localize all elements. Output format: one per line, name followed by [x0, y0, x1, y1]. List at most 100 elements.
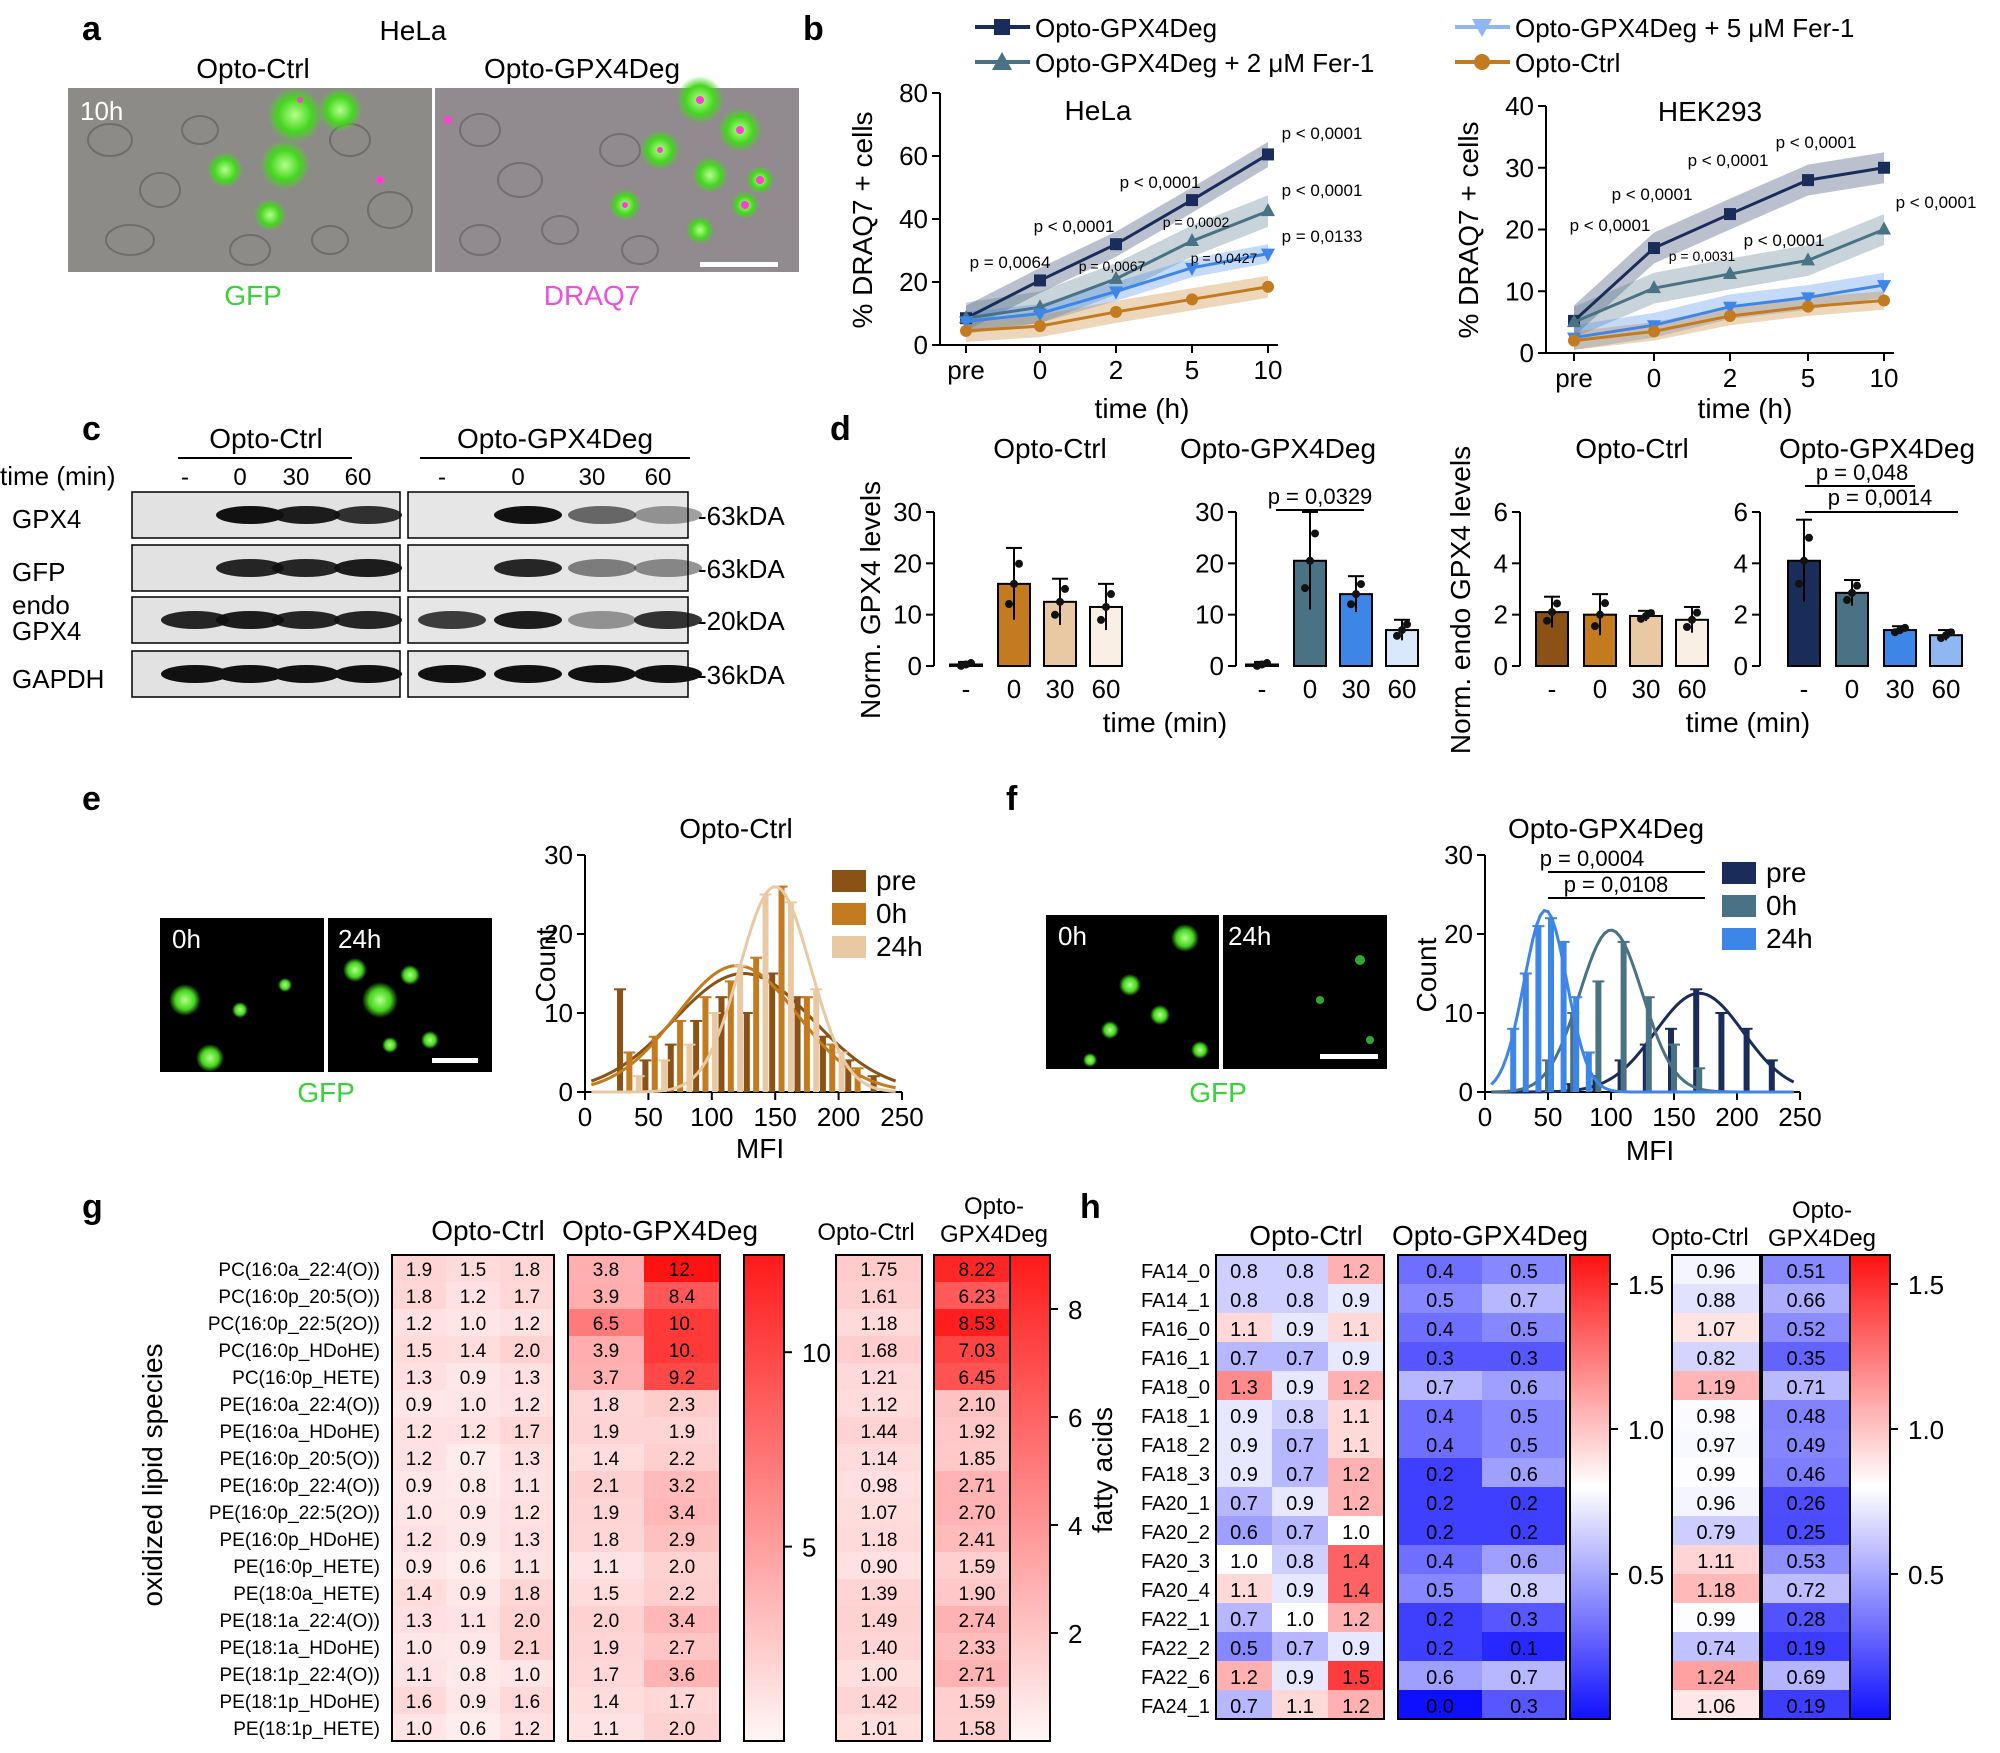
heat-cell — [1672, 1284, 1760, 1313]
legend-item-ctrl: Opto-Ctrl — [1455, 48, 1620, 78]
y-tick-label: 0 — [914, 330, 928, 360]
p-value: p = 0,0031 — [1669, 248, 1736, 264]
cell-value: 1.0 — [1230, 1551, 1258, 1573]
bar-chart-d4: 0 2 4 6 - 0 30 60 — [1734, 497, 1963, 704]
heat-cell — [836, 1336, 922, 1363]
gfp-cells — [1083, 924, 1374, 1067]
data-point — [1261, 248, 1275, 262]
hist-bar — [711, 1013, 718, 1092]
heat-cell — [446, 1606, 500, 1633]
hist-bar — [1535, 926, 1542, 1092]
y-tick-label: 0 — [1494, 651, 1508, 681]
lane-label: 60 — [645, 464, 672, 491]
scale-bar — [1320, 1054, 1378, 1059]
scale-tick-label: 2 — [1068, 1619, 1082, 1649]
cell-value: 8.4 — [669, 1287, 696, 1308]
blot-band — [634, 611, 702, 629]
cell-value: 0.5 — [1426, 1580, 1454, 1602]
g-ctrl2-title: Opto-Ctrl — [817, 1219, 914, 1246]
replicate-dot — [1398, 626, 1406, 635]
heat-cell — [644, 1525, 720, 1552]
cell-value: 1.1 — [406, 1665, 432, 1686]
heat-cell — [934, 1390, 1020, 1417]
cell-value: 0.2 — [1426, 1609, 1454, 1631]
cell-value: 1.3 — [406, 1611, 432, 1632]
cell-value: 1.19 — [1697, 1377, 1736, 1399]
band-size-label: -63kDA — [698, 501, 785, 531]
heat-cell — [1398, 1429, 1482, 1458]
cell-value: 0.5 — [1510, 1319, 1538, 1341]
heat-cell — [1672, 1458, 1760, 1487]
cell-value: 0.1 — [1510, 1638, 1538, 1660]
cell-value: 1.1 — [593, 1719, 619, 1740]
p-value: p < 0,0001 — [1034, 217, 1115, 236]
row-label: PE(18:1a_22:4(O)) — [219, 1611, 380, 1632]
x-tick-label: 0 — [1647, 363, 1661, 393]
legend-swatch — [1722, 928, 1756, 950]
replicate-dot — [1805, 533, 1813, 542]
heat-cell — [1672, 1400, 1760, 1429]
cell-value: 1.40 — [861, 1638, 898, 1659]
data-point — [1261, 203, 1275, 217]
d-xlabel-1: time (min) — [1103, 707, 1227, 738]
heat-cell — [644, 1633, 720, 1660]
deg-image-title: Opto-GPX4Deg — [484, 53, 680, 84]
hist-bar — [635, 1076, 642, 1092]
panel-f-images: 0h 24h GFP Opto-GPX4Deg MFI Count p = 0,… — [1046, 813, 1705, 1166]
data-point — [1109, 286, 1123, 300]
blot-band — [634, 665, 702, 683]
cell-value: 1.1 — [514, 1476, 540, 1497]
ctrl-gfp-cells — [207, 87, 362, 231]
legend-item-gpx4deg: Opto-GPX4Deg — [975, 13, 1217, 43]
heat-cell — [934, 1687, 1020, 1714]
h-ctrl2-title: Opto-Ctrl — [1651, 1224, 1748, 1251]
cell-value: 1.1 — [1342, 1435, 1370, 1457]
replicate-dot — [1311, 529, 1319, 538]
p-value: p < 0,0001 — [1282, 181, 1363, 200]
replicate-dot — [1848, 588, 1856, 597]
heat-cell — [392, 1660, 446, 1687]
data-point — [1878, 161, 1890, 174]
cell-value: 2.74 — [959, 1611, 996, 1632]
x-tick-label: 0 — [1845, 674, 1859, 704]
y-tick-label: 40 — [1505, 91, 1534, 121]
heat-cell — [1762, 1313, 1850, 1342]
g-deg-title: Opto-GPX4Deg — [562, 1215, 758, 1246]
legend-item-fer2: Opto-GPX4Deg + 2 μM Fer-1 — [975, 48, 1374, 78]
y-tick-label: 0 — [1459, 1077, 1473, 1107]
blot-strip — [407, 544, 689, 592]
row-label: PE(16:0p_22:4(O)) — [219, 1476, 380, 1497]
heat-cell — [836, 1687, 922, 1714]
cell-value: 0.52 — [1787, 1319, 1826, 1341]
cell-value: 1.8 — [406, 1287, 432, 1308]
heat-cell — [1672, 1574, 1760, 1603]
color-scale-bar — [1849, 1254, 1891, 1720]
heat-cell — [1398, 1487, 1482, 1516]
data-point — [1878, 294, 1890, 307]
heat-cell — [446, 1660, 500, 1687]
row-label: PE(18:1p_HETE) — [233, 1719, 380, 1740]
cell-value: 0.9 — [406, 1476, 432, 1497]
cell-value: 2.1 — [593, 1476, 619, 1497]
heat-cell — [1398, 1255, 1482, 1284]
heat-cell — [446, 1390, 500, 1417]
cell-value: 9.2 — [669, 1368, 695, 1389]
heat-cell — [1216, 1429, 1272, 1458]
row-label: FA20_1 — [1141, 1493, 1210, 1515]
cell-value: 1.1 — [1230, 1319, 1258, 1341]
x-tick-label: 30 — [1046, 674, 1075, 704]
hist-bar — [1595, 981, 1602, 1092]
hist-bar — [1620, 941, 1627, 1092]
heat-cell — [392, 1417, 446, 1444]
heat-cell — [392, 1687, 446, 1714]
heat-cell — [446, 1579, 500, 1606]
heat-cell — [1762, 1690, 1850, 1719]
cell-value: 1.0 — [406, 1638, 432, 1659]
replicate-dot — [1795, 579, 1803, 588]
g-ctrl-title: Opto-Ctrl — [431, 1215, 545, 1246]
image-time-24h: 24h — [338, 924, 381, 954]
blot-band — [334, 506, 402, 524]
panel-letter-a: a — [82, 10, 102, 48]
blot-band — [272, 559, 340, 577]
